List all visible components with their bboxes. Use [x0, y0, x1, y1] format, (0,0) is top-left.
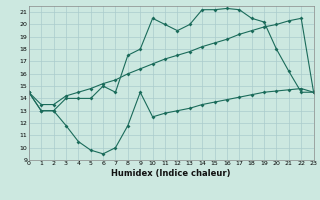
X-axis label: Humidex (Indice chaleur): Humidex (Indice chaleur) [111, 169, 231, 178]
